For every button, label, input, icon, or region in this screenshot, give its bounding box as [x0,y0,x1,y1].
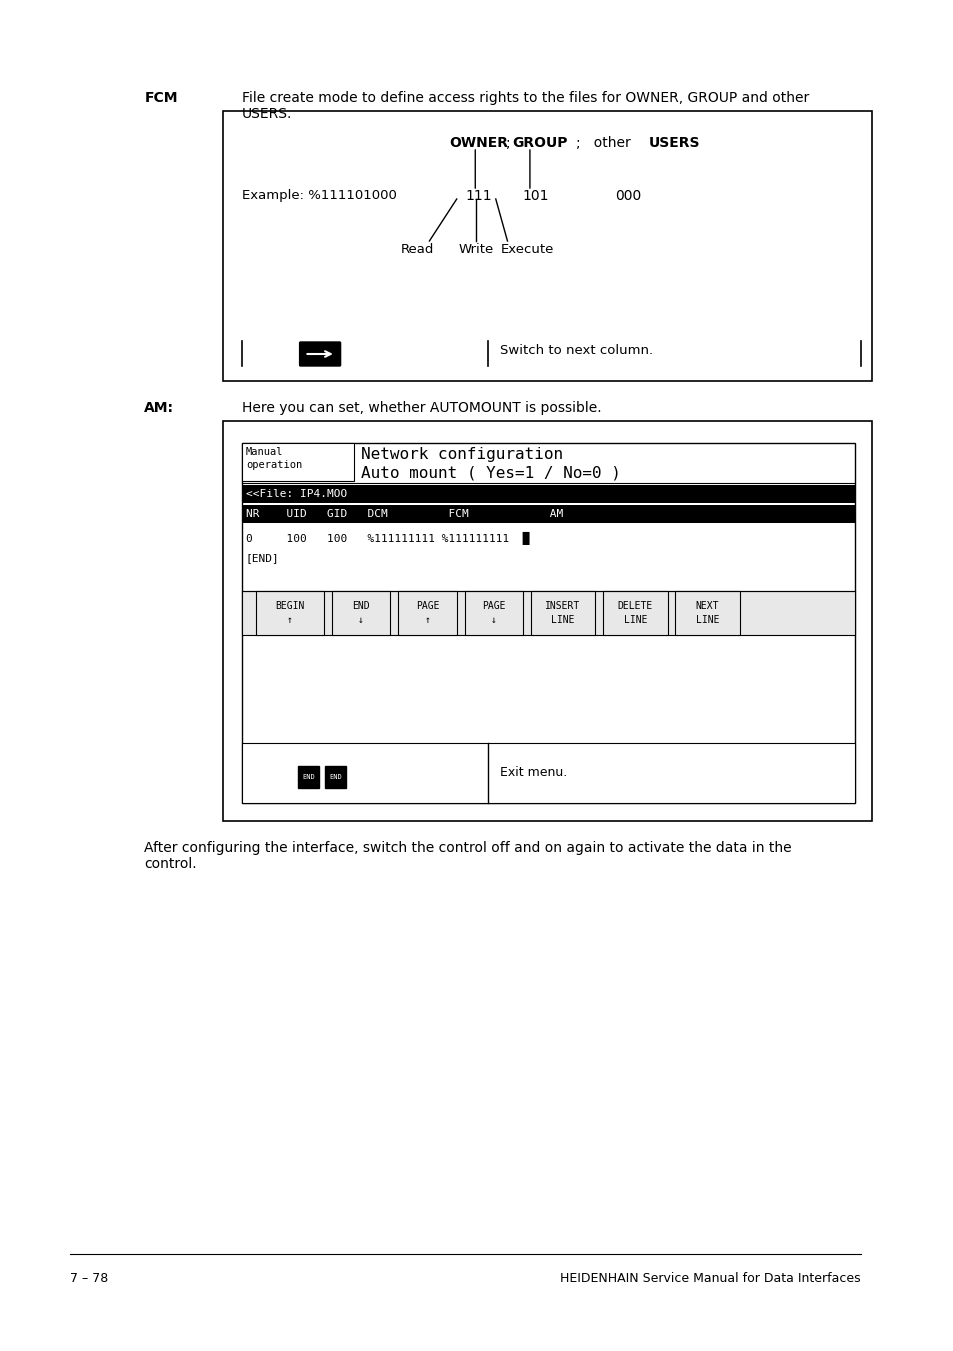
Text: PAGE
↓: PAGE ↓ [481,601,505,624]
Bar [242,443,354,481]
Text: Switch to next column.: Switch to next column. [499,345,652,358]
Text: 000: 000 [614,189,640,203]
Bar [222,422,872,821]
Text: BEGIN
↑: BEGIN ↑ [274,601,304,624]
Text: [END]: [END] [246,553,279,563]
Text: Execute: Execute [499,243,553,255]
Text: GROUP: GROUP [512,136,567,150]
Text: ;: ; [505,136,514,150]
Text: 0     100   100   %111111111 %111111111  █: 0 100 100 %111111111 %111111111 █ [246,531,529,544]
Text: Here you can set, whether AUTOMOUNT is possible.: Here you can set, whether AUTOMOUNT is p… [242,401,601,415]
Text: OWNER: OWNER [449,136,507,150]
Bar [242,743,854,802]
Text: Auto mount ( Yes=1 / No=0 ): Auto mount ( Yes=1 / No=0 ) [361,465,620,480]
Text: Exit menu.: Exit menu. [499,766,566,780]
Text: HEIDENHAIN Service Manual for Data Interfaces: HEIDENHAIN Service Manual for Data Inter… [559,1273,860,1286]
Text: PAGE
↑: PAGE ↑ [416,601,438,624]
Bar [675,590,739,635]
Text: Example: %111101000: Example: %111101000 [242,189,396,203]
FancyBboxPatch shape [299,342,340,366]
Text: Write: Write [458,243,494,255]
Bar [464,590,522,635]
Text: Read: Read [400,243,434,255]
Text: NEXT
LINE: NEXT LINE [695,601,719,624]
Bar [397,590,456,635]
Text: INSERT
LINE: INSERT LINE [545,601,580,624]
Text: ;   other: ; other [576,136,635,150]
Bar [242,590,854,635]
Bar [325,766,346,788]
Text: NR    UID   GID   DCM         FCM            AM: NR UID GID DCM FCM AM [246,509,562,519]
Bar [332,590,390,635]
Bar [297,766,319,788]
Text: END
↓: END ↓ [352,601,370,624]
Bar [530,590,595,635]
Bar [602,590,667,635]
Text: FCM: FCM [144,91,178,105]
Text: 111: 111 [465,189,492,203]
Text: <<File: IP4.MOO: <<File: IP4.MOO [246,489,347,499]
Text: After configuring the interface, switch the control off and on again to activate: After configuring the interface, switch … [144,842,791,871]
Bar [255,590,324,635]
Bar [242,443,854,802]
Text: Network configuration: Network configuration [361,447,562,462]
Bar [242,505,854,523]
Text: END: END [329,774,342,780]
Text: 7 – 78: 7 – 78 [71,1273,109,1286]
Text: END: END [302,774,314,780]
Bar [222,111,872,381]
Bar [242,485,854,503]
Text: 101: 101 [521,189,548,203]
Text: DELETE
LINE: DELETE LINE [617,601,652,624]
Text: File create mode to define access rights to the files for OWNER, GROUP and other: File create mode to define access rights… [242,91,808,122]
Text: AM:: AM: [144,401,174,415]
Text: Manual
operation: Manual operation [246,447,302,470]
Text: USERS: USERS [648,136,700,150]
